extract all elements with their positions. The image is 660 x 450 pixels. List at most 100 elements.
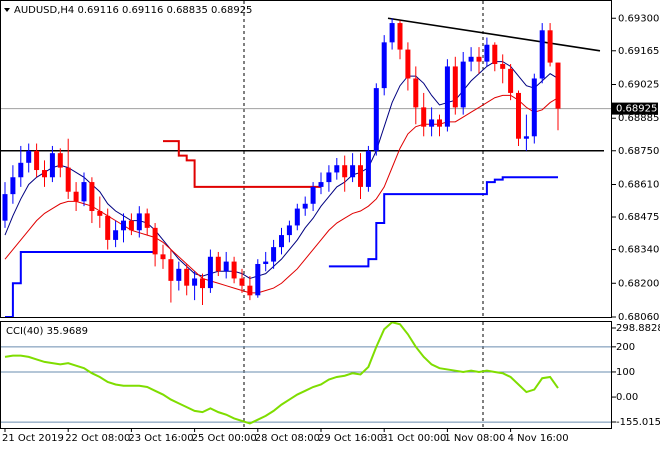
x-tick-label: 29 Oct 16:00: [318, 433, 383, 444]
candle-body: [34, 150, 40, 171]
y-tick-label: 200: [616, 342, 635, 353]
x-tick-label: 4 Nov 16:00: [508, 433, 569, 444]
indicator-line: [4, 94, 559, 294]
x-tick-label: 23 Oct 16:00: [128, 433, 193, 444]
candle-body: [492, 44, 498, 65]
candle-body: [10, 177, 16, 195]
candle-body: [192, 278, 198, 286]
candle-body: [555, 62, 561, 109]
candle-body: [136, 213, 142, 231]
candle-body: [113, 230, 119, 240]
candle-body: [207, 256, 213, 289]
indicator-line: [4, 61, 559, 279]
y-tick-label: 0.69025: [618, 80, 659, 91]
candle-body: [476, 56, 482, 62]
candle-body: [421, 107, 427, 127]
y-tick-label: 298.8828: [616, 323, 660, 334]
cci-line: [4, 322, 559, 425]
chart-title: AUDUSD,H4 0.69116 0.69116 0.68835 0.6892…: [14, 5, 252, 16]
candle-body: [334, 165, 340, 173]
candle-body: [523, 136, 529, 139]
candle-body: [263, 261, 269, 264]
candle-body: [223, 261, 229, 272]
candle-body: [200, 278, 205, 289]
candle-body: [294, 208, 300, 226]
y-tick-label: 100: [616, 367, 635, 378]
candle-body: [302, 203, 308, 209]
candle-body: [184, 268, 190, 286]
candle-body: [381, 42, 387, 89]
candle-body: [539, 30, 545, 79]
candle-body: [271, 247, 277, 262]
x-tick-label: 21 Oct 2019: [2, 433, 64, 444]
candle-body: [310, 186, 316, 204]
candle-body: [318, 182, 324, 187]
y-tick-label: 0.69165: [618, 46, 659, 57]
candle-body: [389, 23, 395, 43]
candle-body: [215, 256, 221, 272]
cci-plot: [1, 322, 611, 425]
current-price-box: [612, 102, 658, 115]
x-tick-label: 25 Oct 00:00: [192, 433, 257, 444]
candle-body: [365, 150, 371, 187]
candle-body: [239, 278, 245, 286]
candle-body: [437, 119, 442, 127]
candle-body: [279, 235, 284, 248]
main-panel: [0, 0, 612, 318]
indicator-title: CCI(40) 35.9689: [6, 326, 88, 337]
candle-body: [429, 119, 435, 127]
candle-body: [73, 191, 79, 202]
y-tick-label: 0.68750: [618, 146, 659, 157]
candle-body: [468, 56, 474, 62]
x-tick-label: 28 Oct 08:00: [255, 433, 320, 444]
candle-body: [65, 167, 71, 192]
candle-body: [97, 210, 103, 216]
candle-body: [247, 285, 253, 296]
y-tick-label: 0.68340: [618, 245, 659, 256]
candle-body: [413, 78, 419, 108]
candle-body: [89, 182, 95, 211]
candle-body: [547, 30, 553, 63]
y-tick-label: 0.68200: [618, 278, 659, 289]
candle-body: [2, 194, 8, 221]
candle-body: [168, 259, 174, 281]
candle-body: [405, 49, 411, 79]
candle-body: [444, 66, 450, 127]
y-tick-label: 0.69300: [618, 13, 659, 24]
main-plot: [1, 17, 611, 317]
candle-body: [128, 220, 134, 231]
candle-body: [358, 165, 363, 187]
candle-body: [121, 220, 126, 231]
y-tick-label: 0.68060: [618, 312, 659, 323]
y-tick-label: -155.0156: [616, 417, 660, 428]
y-tick-label: 0.68610: [618, 179, 659, 190]
candle-body: [531, 78, 537, 137]
indicator-line: [163, 140, 321, 188]
y-tick-label: 0.68885: [618, 113, 659, 124]
candle-body: [500, 64, 506, 69]
candle-body: [373, 88, 379, 151]
candle-body: [49, 153, 55, 178]
candle-body: [42, 170, 47, 178]
candle-body: [255, 263, 261, 296]
candle-body: [342, 165, 348, 178]
collapse-icon: [4, 8, 10, 12]
trendline: [387, 17, 601, 52]
y-tick-label: 0.68475: [618, 212, 659, 223]
candle-body: [160, 254, 166, 260]
candle-body: [516, 92, 521, 139]
x-tick-label: 31 Oct 00:00: [381, 433, 446, 444]
y-tick-label: 0.00: [616, 392, 638, 403]
x-tick-label: 1 Nov 08:00: [444, 433, 505, 444]
candle-body: [176, 268, 182, 281]
candle-body: [460, 61, 466, 108]
current-price-label: 0.68925: [616, 104, 657, 115]
candle-body: [26, 150, 32, 163]
candle-body: [326, 172, 332, 183]
candle-body: [350, 165, 356, 178]
candle-body: [18, 162, 24, 178]
candle-body: [144, 213, 150, 228]
axes: 0.69300 0.69165 0.69025 0.68885 0.68750 0.686…: [2, 13, 660, 444]
candle-body: [452, 66, 458, 108]
